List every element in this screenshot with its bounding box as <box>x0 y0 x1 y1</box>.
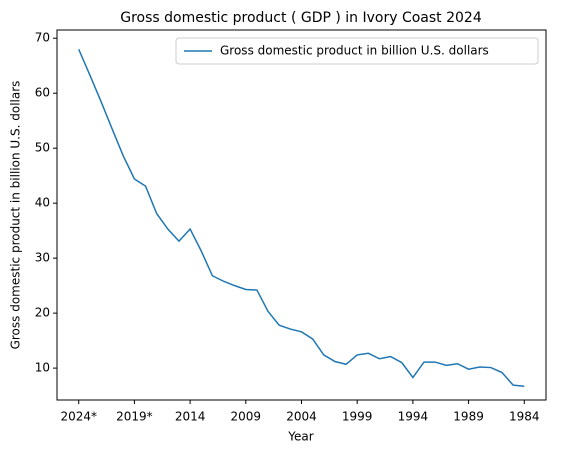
x-tick-label: 2019* <box>116 410 153 424</box>
y-tick-label: 30 <box>35 251 50 265</box>
x-tick-label: 2004 <box>286 410 317 424</box>
x-tick-label: 1999 <box>342 410 373 424</box>
y-axis-label: Gross domestic product in billion U.S. d… <box>9 81 23 350</box>
y-tick-label: 10 <box>35 361 50 375</box>
y-tick-label: 70 <box>35 31 50 45</box>
x-tick-label: 1989 <box>453 410 484 424</box>
x-tick-label: 1994 <box>398 410 429 424</box>
line <box>78 48 525 388</box>
y-tick-label: 60 <box>35 86 50 100</box>
legend-label: Gross domestic product in billion U.S. d… <box>220 44 489 58</box>
y-tick-label: 50 <box>35 141 50 155</box>
y-tick-label: 20 <box>35 306 50 320</box>
legend-box <box>175 37 539 65</box>
x-tick-label: 2024* <box>60 410 97 424</box>
y-tick-label: 40 <box>35 196 50 210</box>
x-tick-label: 1984 <box>509 410 540 424</box>
plot-frame <box>56 29 547 401</box>
x-axis-label: Year <box>287 430 313 444</box>
x-tick-label: 2014 <box>175 410 206 424</box>
chart-title: Gross domestic product ( GDP ) in Ivory … <box>120 10 482 26</box>
x-tick-label: 2009 <box>231 410 262 424</box>
